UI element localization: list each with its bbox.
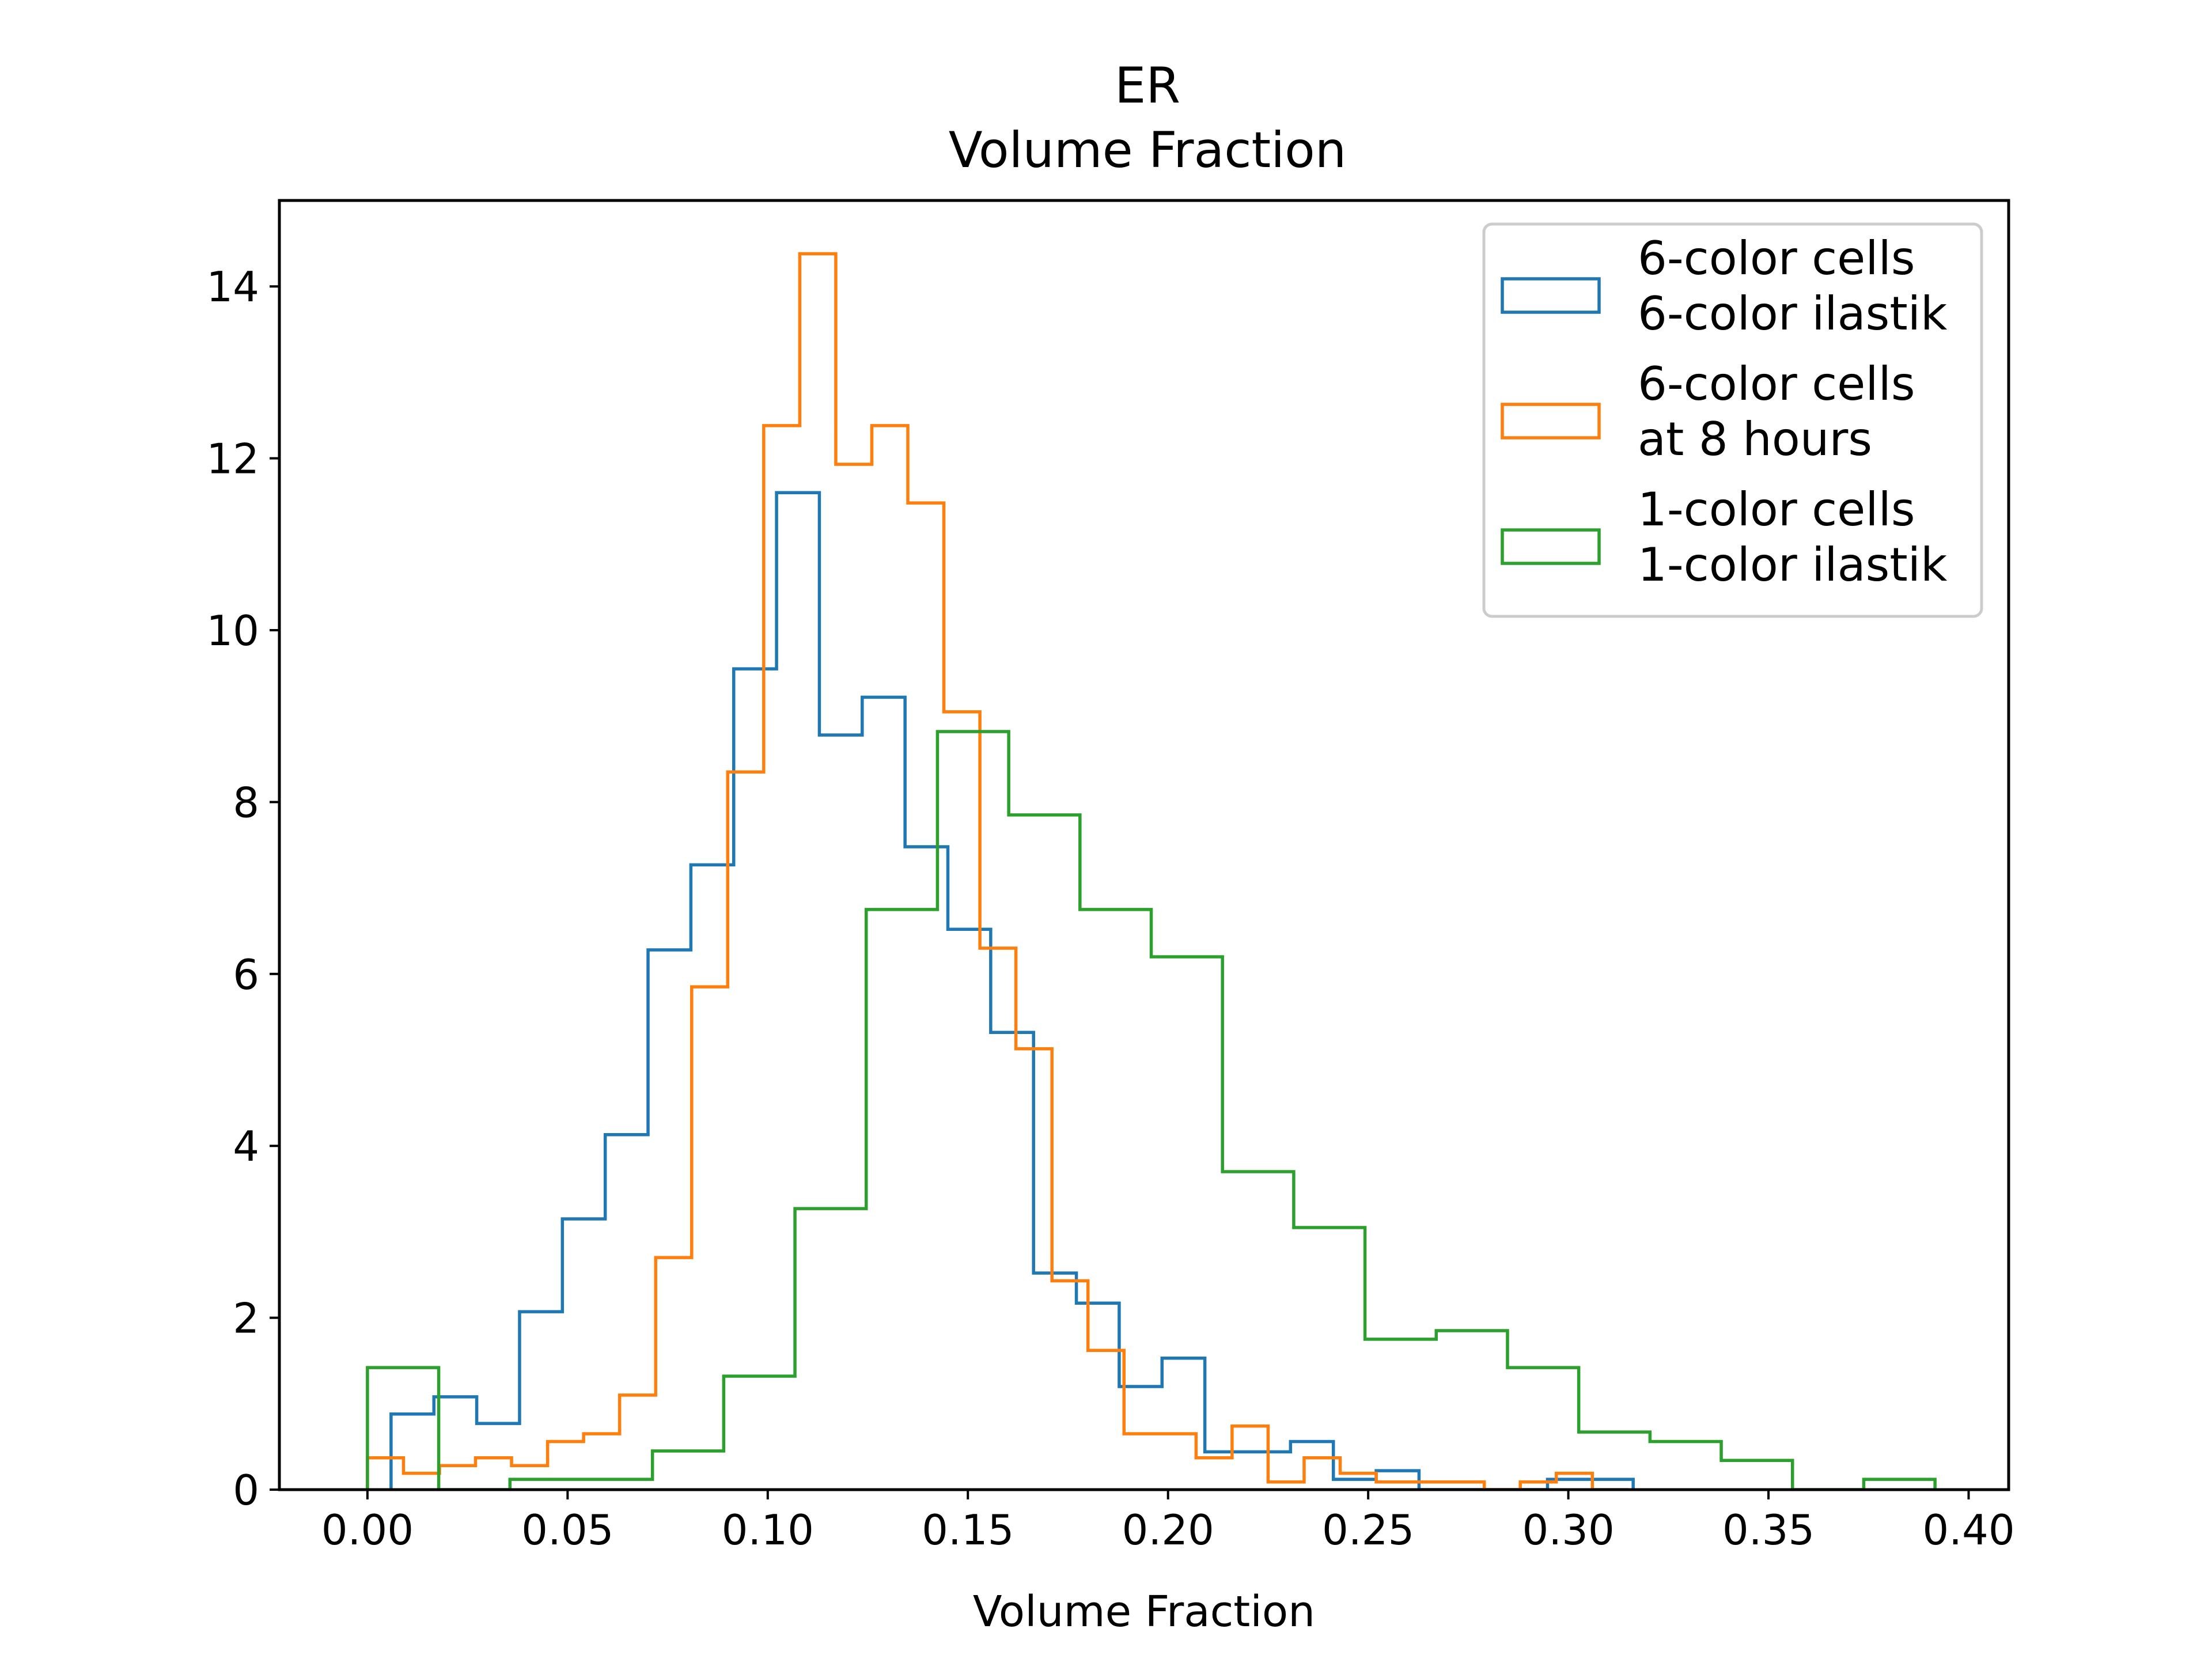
y-tick-label: 2 [233,1294,259,1343]
x-tick-label: 0.15 [922,1506,1014,1554]
y-tick-label: 8 [233,778,259,827]
chart-title: ER [1115,57,1180,115]
x-tick-label: 0.05 [521,1506,613,1554]
legend-label-2: 6-color cells [1638,357,1915,411]
x-tick-label: 0.35 [1722,1506,1815,1554]
x-axis-label: Volume Fraction [973,1587,1315,1637]
legend-swatch-3 [1501,528,1601,565]
x-tick-label: 0.10 [722,1506,814,1554]
plot-frame [278,199,2010,1491]
y-tick-label: 14 [206,263,259,311]
series-group [366,252,1937,1490]
y-tick-label: 0 [233,1466,259,1514]
chart-subtitle: Volume Fraction [949,122,1346,179]
legend-label-1: 6-color cells [1638,232,1915,285]
x-tick-label: 0.30 [1522,1506,1614,1554]
histogram-series-3 [366,730,1937,1490]
x-tick-label: 0.20 [1122,1506,1214,1554]
legend-label-1: 6-color ilastik [1638,287,1948,340]
y-axis: 0 2 4 6 8 10 12 14 [206,263,279,1514]
x-tick-label: 0.40 [1922,1506,2014,1554]
x-tick-label: 0.00 [321,1506,414,1554]
x-axis: 0.00 0.05 0.10 0.15 0.20 0.25 0.30 0.35 0.40 [321,1490,2015,1554]
y-tick-label: 6 [233,950,259,999]
legend-frame [1482,222,1983,618]
y-tick-label: 10 [206,607,259,655]
legend-label-2: at 8 hours [1638,412,1872,466]
y-tick-label: 4 [233,1122,259,1171]
plot-area [366,252,1937,1490]
legend-label-3: 1-color cells [1638,483,1915,536]
legend-label-3: 1-color ilastik [1638,538,1948,592]
y-tick-label: 12 [206,435,259,483]
legend-swatch-2 [1501,403,1601,440]
histogram-series-2 [366,252,1628,1490]
x-tick-label: 0.25 [1322,1506,1414,1554]
legend-swatch-1 [1501,277,1601,314]
